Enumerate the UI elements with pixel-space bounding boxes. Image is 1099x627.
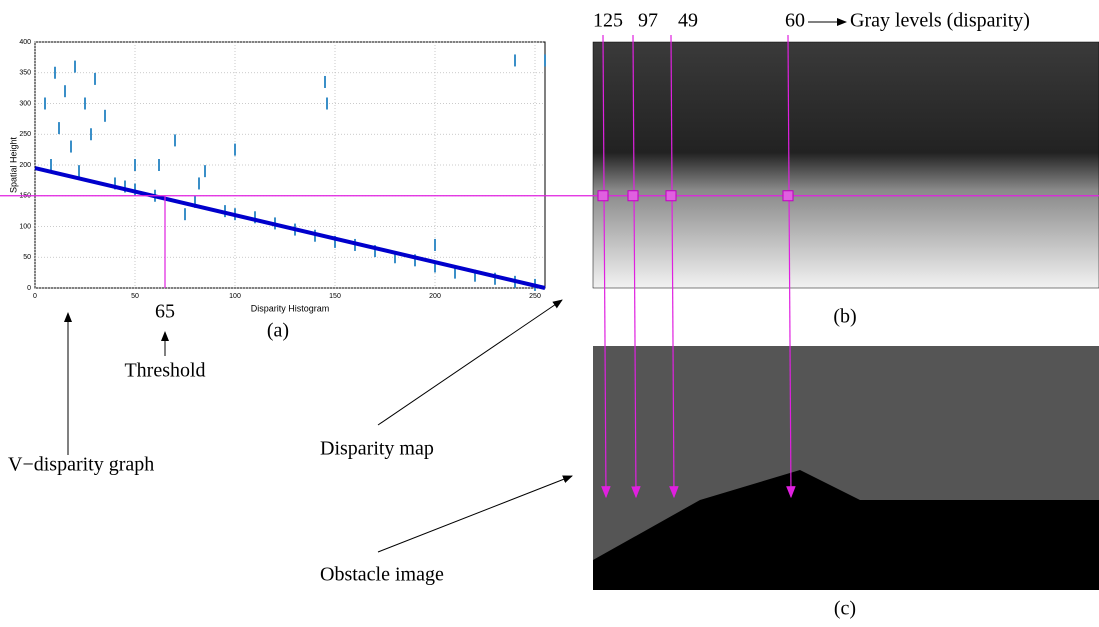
gray-level-value: 49 xyxy=(678,10,698,32)
x-tick-label: 200 xyxy=(429,293,441,300)
data-point xyxy=(494,272,496,285)
threshold-label: Threshold xyxy=(124,360,205,382)
data-point xyxy=(544,54,546,67)
data-point xyxy=(124,180,126,193)
data-point xyxy=(50,159,52,171)
data-point xyxy=(326,97,328,110)
x-tick-label: 0 xyxy=(33,293,37,300)
data-point xyxy=(174,134,176,147)
y-tick-label: 400 xyxy=(19,39,31,46)
gray-level-value: 97 xyxy=(638,10,658,32)
x-tick-label: 150 xyxy=(329,293,341,300)
arrow xyxy=(377,299,563,426)
data-point xyxy=(334,235,336,248)
y-tick-label: 350 xyxy=(19,70,31,77)
y-tick-label: 0 xyxy=(27,285,31,292)
data-point xyxy=(158,159,160,171)
y-tick-label: 50 xyxy=(23,254,31,261)
data-point xyxy=(394,251,396,264)
data-point xyxy=(434,238,436,251)
gray-level-arrow xyxy=(631,34,641,499)
data-point xyxy=(104,109,106,122)
data-point xyxy=(84,97,86,110)
gray-level-arrow xyxy=(786,34,796,499)
data-point xyxy=(374,245,376,258)
data-point xyxy=(254,211,256,224)
gray-level-marker xyxy=(597,190,609,202)
data-point xyxy=(114,177,116,190)
gray-level-marker xyxy=(627,190,639,202)
v-disparity-label: V−disparity graph xyxy=(8,454,154,476)
data-point xyxy=(414,254,416,267)
data-point xyxy=(198,177,200,190)
image-frame xyxy=(592,41,1099,289)
gray-level-marker xyxy=(665,190,677,202)
panel-label: (c) xyxy=(834,598,856,620)
y-tick-label: 250 xyxy=(19,131,31,138)
gray-level-value: 125 xyxy=(593,10,623,32)
data-point xyxy=(54,66,56,79)
data-point xyxy=(78,165,80,178)
gray-level-arrow xyxy=(669,34,679,499)
x-tick-label: 50 xyxy=(131,293,139,300)
data-point xyxy=(204,165,206,178)
y-tick-label: 300 xyxy=(19,100,31,107)
data-point xyxy=(74,60,76,73)
y-tick-label: 100 xyxy=(19,223,31,230)
data-point xyxy=(434,260,436,273)
obstacle-road xyxy=(593,470,1099,590)
x-tick-label: 250 xyxy=(529,293,541,300)
disparity-map-label: Disparity map xyxy=(320,438,434,460)
data-point xyxy=(44,97,46,110)
data-point xyxy=(324,75,326,88)
y-axis-label: Spatial Height xyxy=(8,136,18,193)
x-tick-label: 100 xyxy=(229,293,241,300)
data-point xyxy=(234,143,236,156)
panel-label: (b) xyxy=(833,306,856,328)
gray-level-marker xyxy=(782,190,794,202)
data-point xyxy=(94,72,96,85)
arrow xyxy=(377,475,573,553)
panel-label: (a) xyxy=(267,320,289,342)
data-point xyxy=(70,140,72,153)
y-tick-label: 200 xyxy=(19,162,31,169)
obstacle-image-label: Obstacle image xyxy=(320,564,444,586)
threshold-value: 65 xyxy=(155,301,175,323)
data-point xyxy=(134,159,136,171)
data-point xyxy=(58,122,60,135)
gray-level-arrow xyxy=(601,34,611,499)
data-point xyxy=(474,269,476,282)
gray-level-value: 60 xyxy=(785,10,805,32)
data-point xyxy=(194,195,196,208)
data-point xyxy=(514,54,516,67)
data-point xyxy=(454,266,456,279)
data-point xyxy=(90,128,92,141)
x-axis-label: Disparity Histogram xyxy=(251,303,330,313)
data-point xyxy=(64,85,66,98)
gray-levels-label: Gray levels (disparity) xyxy=(850,10,1030,32)
data-point xyxy=(184,208,186,221)
fit-line xyxy=(34,166,546,290)
disparity-map-image xyxy=(593,42,1099,288)
